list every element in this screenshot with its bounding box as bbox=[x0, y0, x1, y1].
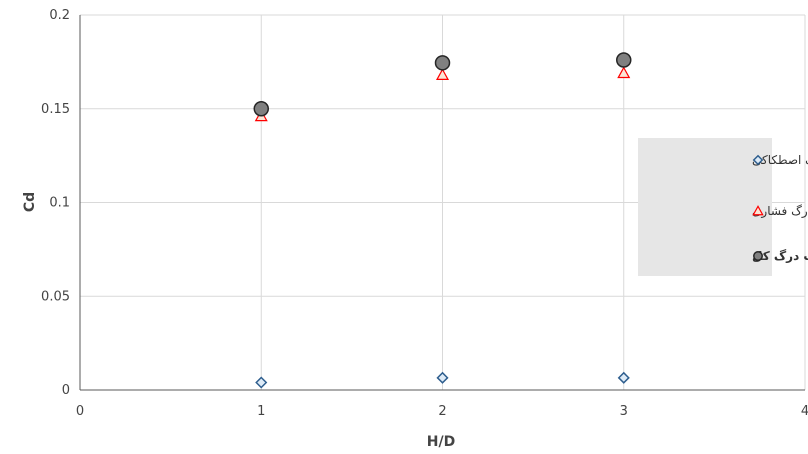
triangle-point bbox=[435, 68, 450, 81]
x-tick-label: 2 bbox=[438, 404, 446, 419]
y-tick-label: 0 bbox=[62, 383, 70, 398]
y-tick-label: 0.05 bbox=[41, 289, 70, 304]
y-tick-label: 0.1 bbox=[49, 196, 70, 211]
diamond-point bbox=[617, 371, 630, 384]
y-tick-label: 0.15 bbox=[41, 102, 70, 117]
x-tick-label: 0 bbox=[76, 404, 84, 419]
legend-box bbox=[638, 138, 772, 276]
legend-diamond-icon bbox=[752, 154, 764, 166]
x-tick-label: 4 bbox=[801, 404, 808, 419]
diamond-point bbox=[255, 376, 268, 389]
legend: ضریب درگ اصطکاکی ضریب درگ فشاری ضریب درگ ک… bbox=[638, 138, 808, 276]
y-tick-label: 0.2 bbox=[49, 8, 70, 23]
x-axis-title: H/D bbox=[427, 434, 455, 450]
gridlines bbox=[80, 14, 806, 390]
y-axis-title: Cd bbox=[22, 192, 38, 212]
legend-label: ضریب درگ اصطکاکی bbox=[752, 153, 808, 168]
data-points bbox=[253, 52, 632, 389]
legend-circle-icon bbox=[753, 251, 763, 261]
tick-labels: 0 0.05 0.1 0.15 0.2 0 1 2 3 4 bbox=[41, 8, 808, 419]
circle-point bbox=[434, 55, 451, 71]
diamond-point bbox=[436, 371, 449, 384]
legend-triangle-icon bbox=[752, 205, 764, 216]
axes bbox=[79, 15, 805, 391]
triangle-point bbox=[617, 66, 631, 79]
legend-label: ضریب درگ فشاری bbox=[752, 204, 808, 219]
x-tick-label: 3 bbox=[620, 404, 628, 419]
circle-point bbox=[253, 101, 269, 117]
x-tick-label: 1 bbox=[257, 404, 265, 419]
circle-point bbox=[616, 52, 632, 68]
legend-label: ضریب درگ کل bbox=[752, 248, 808, 263]
